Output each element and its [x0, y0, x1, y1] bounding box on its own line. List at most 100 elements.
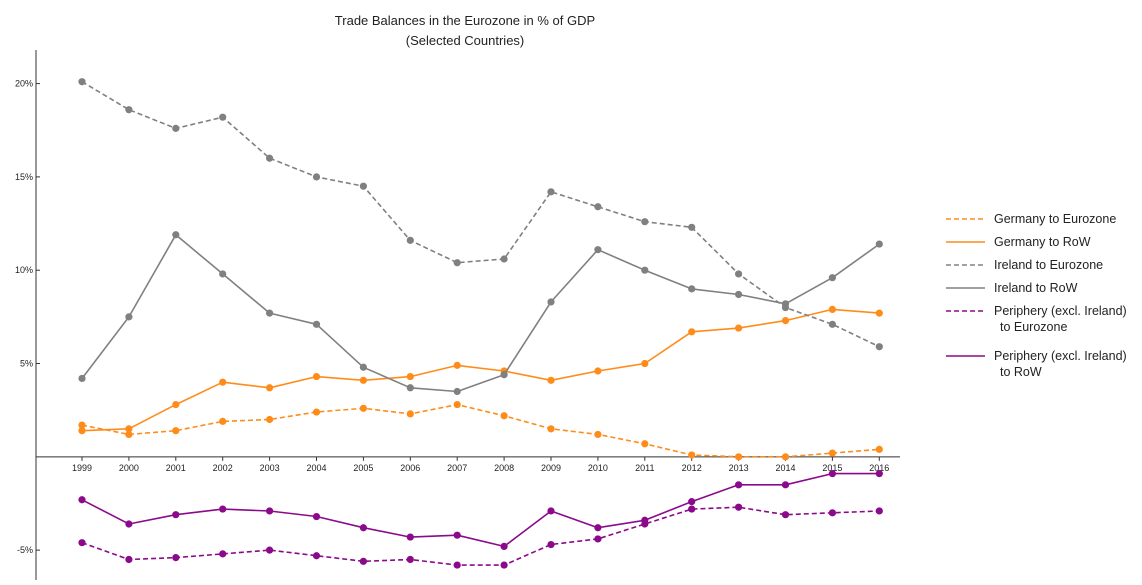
- data-point: [688, 328, 696, 336]
- data-point: [828, 305, 837, 314]
- data-point: [875, 343, 883, 351]
- legend-label: Ireland to RoW: [994, 281, 1078, 295]
- legend-item: Periphery (excl. Ireland) to Eurozone: [946, 304, 1127, 334]
- data-point: [406, 384, 414, 392]
- series-4: [78, 231, 883, 396]
- data-point: [125, 555, 133, 564]
- data-point: [875, 240, 883, 248]
- data-point: [641, 440, 649, 448]
- x-tick-label: 2008: [494, 463, 514, 473]
- legend-item: Ireland to Eurozone: [946, 258, 1103, 272]
- data-point: [172, 427, 180, 435]
- data-point: [219, 113, 227, 121]
- series-5: [78, 503, 883, 569]
- data-point: [641, 359, 649, 368]
- data-point: [875, 445, 883, 453]
- data-point: [875, 470, 883, 478]
- data-point: [172, 511, 180, 519]
- data-point: [594, 430, 602, 439]
- legend-item: Germany to RoW: [946, 235, 1091, 249]
- chart-subtitle: (Selected Countries): [406, 33, 525, 48]
- series-line: [81, 506, 880, 566]
- y-tick-label: 15%: [15, 172, 33, 182]
- legend: Germany to Eurozone Germany to RoW Ireland…: [946, 212, 1127, 379]
- series-6: [78, 470, 883, 551]
- data-point: [641, 266, 649, 274]
- y-tick-label: 10%: [15, 265, 33, 275]
- data-point: [828, 274, 837, 282]
- data-point: [500, 412, 508, 420]
- x-tick-label: 2001: [166, 463, 186, 473]
- data-point: [641, 218, 649, 226]
- data-point: [312, 512, 321, 521]
- data-point: [500, 542, 508, 551]
- data-point: [172, 400, 180, 409]
- data-point: [312, 372, 321, 381]
- series-3: [78, 78, 883, 351]
- data-point: [406, 533, 414, 541]
- data-point: [781, 453, 790, 461]
- x-tick-label: 2016: [869, 463, 889, 473]
- series-layer: [78, 78, 883, 569]
- data-point: [500, 371, 508, 379]
- data-point: [219, 550, 227, 558]
- data-point: [688, 451, 696, 459]
- legend-label: Periphery (excl. Ireland) to Eurozone: [994, 304, 1127, 334]
- x-tick-label: 2002: [213, 463, 233, 473]
- data-point: [359, 524, 367, 532]
- x-tick-label: 1999: [72, 463, 92, 473]
- data-point: [312, 552, 321, 560]
- data-point: [78, 421, 86, 429]
- x-tick-label: 2000: [119, 463, 139, 473]
- data-point: [594, 367, 602, 375]
- series-line: [81, 403, 880, 458]
- data-point: [594, 246, 602, 254]
- x-tick-label: 2005: [353, 463, 373, 473]
- data-point: [453, 259, 461, 267]
- series-line: [81, 472, 880, 548]
- data-point: [312, 408, 321, 416]
- data-point: [875, 507, 883, 515]
- data-point: [781, 300, 790, 308]
- data-point: [219, 378, 227, 386]
- data-point: [500, 255, 508, 263]
- data-point: [359, 557, 367, 565]
- legend-label: Germany to Eurozone: [994, 212, 1116, 226]
- data-point: [641, 516, 649, 524]
- data-point: [547, 425, 555, 433]
- data-point: [125, 106, 133, 114]
- data-point: [875, 309, 883, 317]
- data-point: [359, 376, 367, 384]
- x-tick-label: 2015: [822, 463, 842, 473]
- x-tick-label: 2004: [306, 463, 326, 473]
- data-point: [781, 316, 790, 325]
- data-point: [547, 188, 555, 196]
- data-point: [688, 223, 696, 231]
- data-point: [735, 503, 743, 511]
- data-point: [688, 285, 696, 293]
- data-point: [735, 290, 743, 299]
- data-point: [781, 481, 790, 489]
- data-point: [406, 236, 414, 244]
- data-point: [359, 404, 367, 412]
- data-point: [172, 554, 180, 562]
- data-point: [266, 384, 274, 392]
- legend-item: Germany to Eurozone: [946, 212, 1116, 226]
- legend-label: Germany to RoW: [994, 235, 1091, 249]
- x-tick-label: 2014: [775, 463, 795, 473]
- data-point: [266, 415, 274, 424]
- x-tick-label: 2003: [260, 463, 280, 473]
- legend-label: Ireland to Eurozone: [994, 258, 1103, 272]
- data-point: [312, 173, 321, 181]
- data-point: [500, 561, 508, 569]
- series-line: [81, 234, 880, 393]
- data-point: [735, 324, 743, 332]
- data-point: [735, 453, 743, 461]
- data-point: [453, 531, 461, 539]
- data-point: [266, 154, 274, 162]
- data-point: [78, 374, 86, 383]
- data-point: [219, 270, 227, 278]
- y-tick-label: 20%: [15, 79, 33, 89]
- x-tick-label: 2012: [682, 463, 702, 473]
